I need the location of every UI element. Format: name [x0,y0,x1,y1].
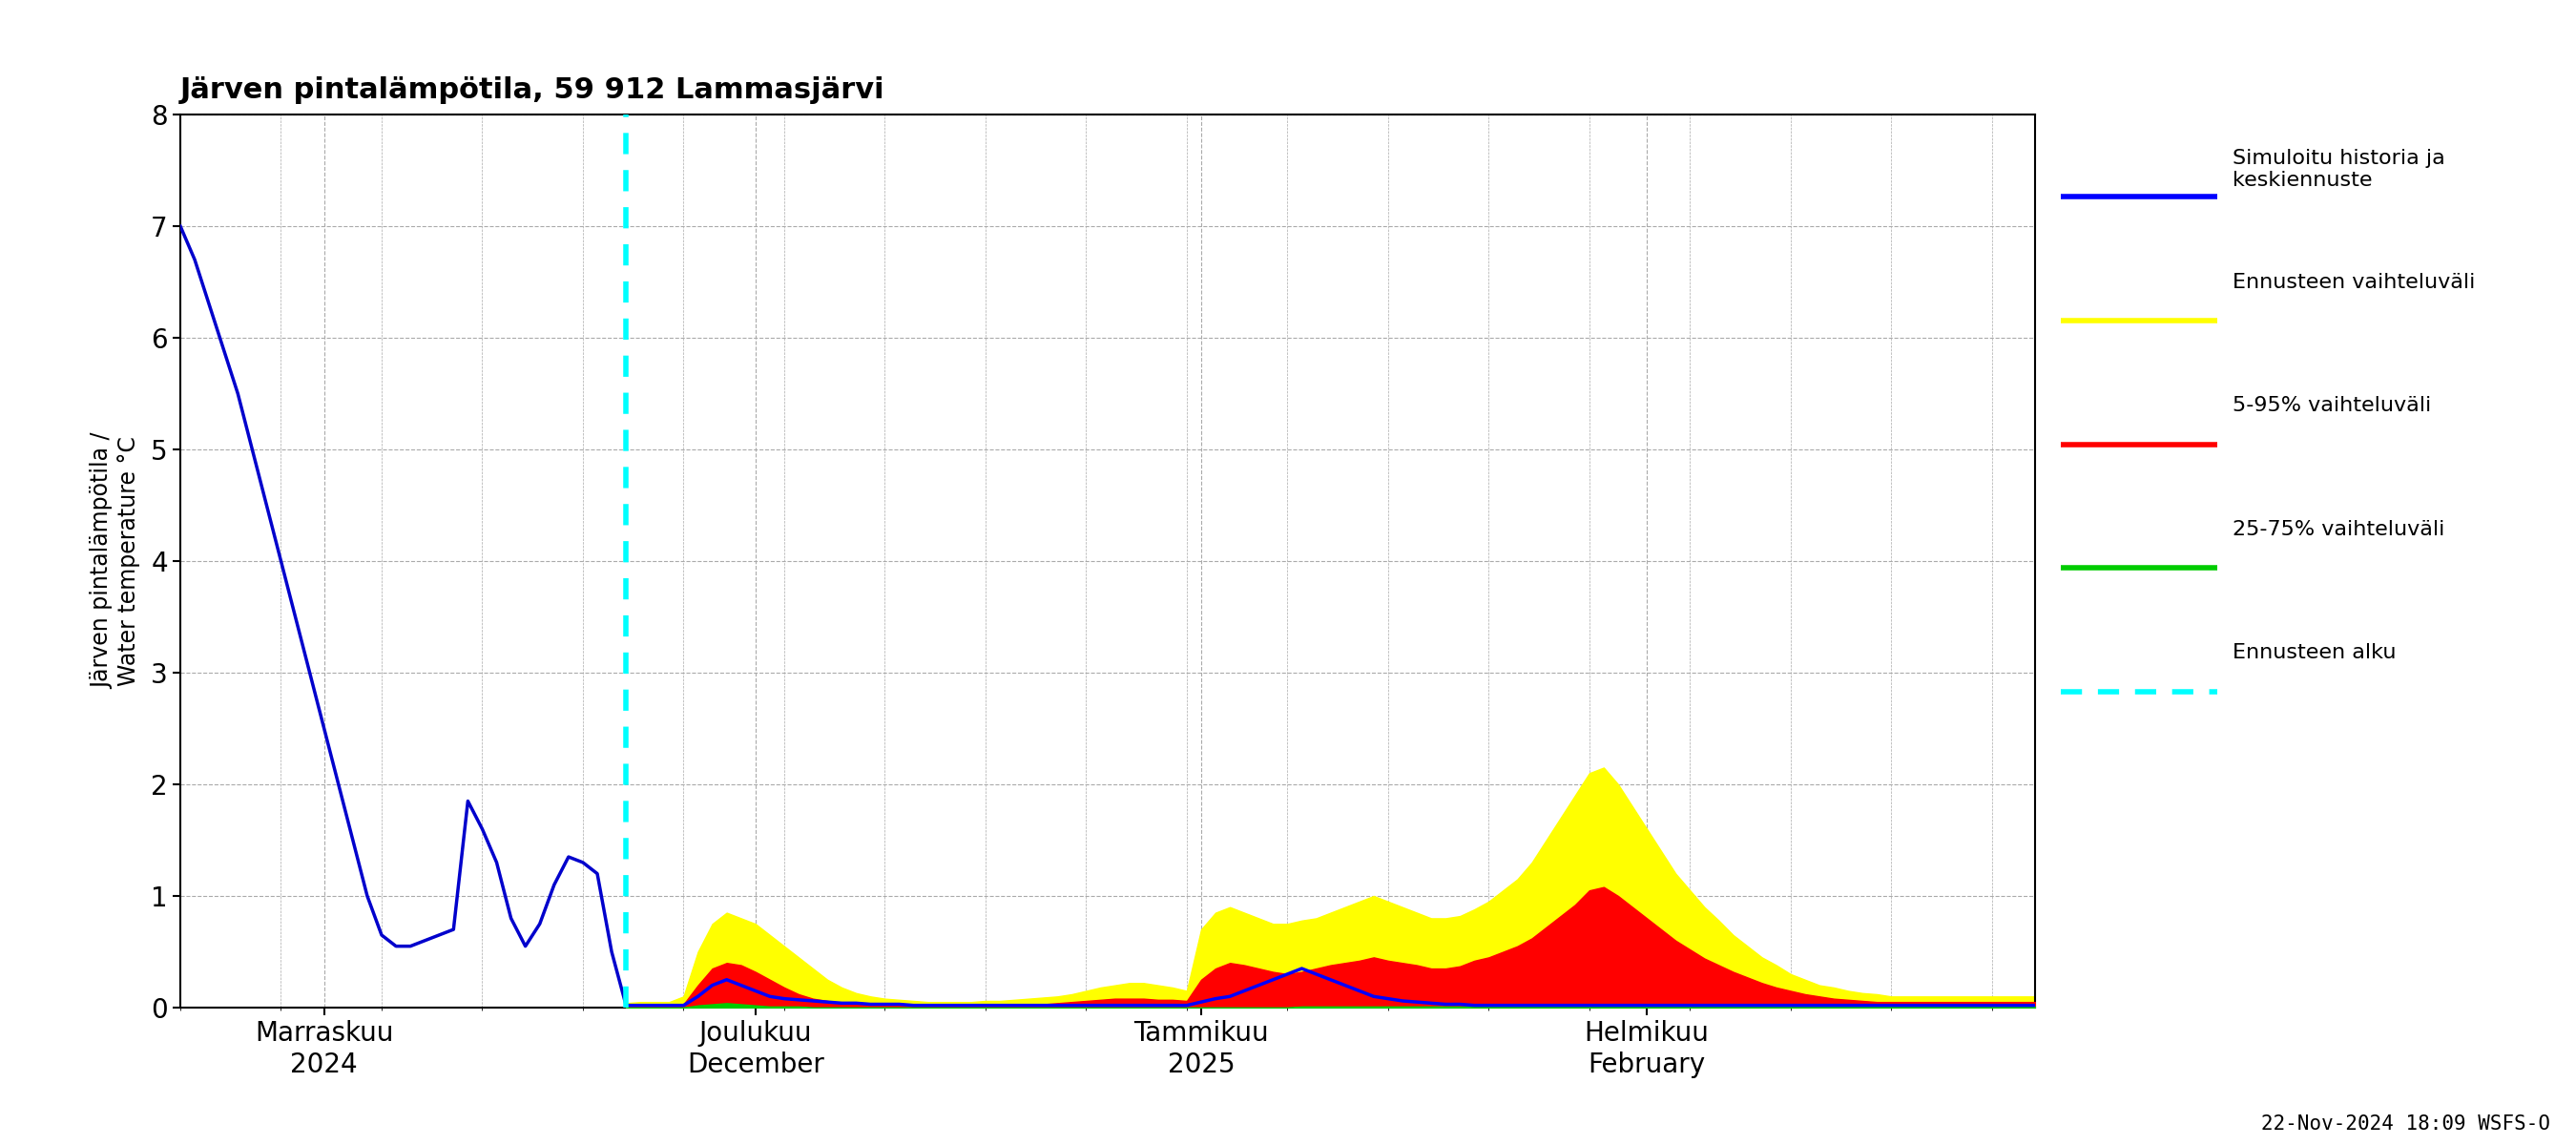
Text: Simuloitu historia ja
keskiennuste: Simuloitu historia ja keskiennuste [2231,149,2445,190]
Text: 22-Nov-2024 18:09 WSFS-O: 22-Nov-2024 18:09 WSFS-O [2262,1114,2550,1134]
Text: 25-75% vaihteluväli: 25-75% vaihteluväli [2231,520,2445,539]
Text: Järven pintalämpötila, 59 912 Lammasjärvi: Järven pintalämpötila, 59 912 Lammasjärv… [180,77,886,104]
Text: 5-95% vaihteluväli: 5-95% vaihteluväli [2231,396,2432,416]
Text: Ennusteen vaihteluväli: Ennusteen vaihteluväli [2231,273,2476,292]
Y-axis label: Järven pintalämpötila /
Water temperature °C: Järven pintalämpötila / Water temperatur… [90,433,139,689]
Text: Ennusteen alku: Ennusteen alku [2231,643,2396,663]
